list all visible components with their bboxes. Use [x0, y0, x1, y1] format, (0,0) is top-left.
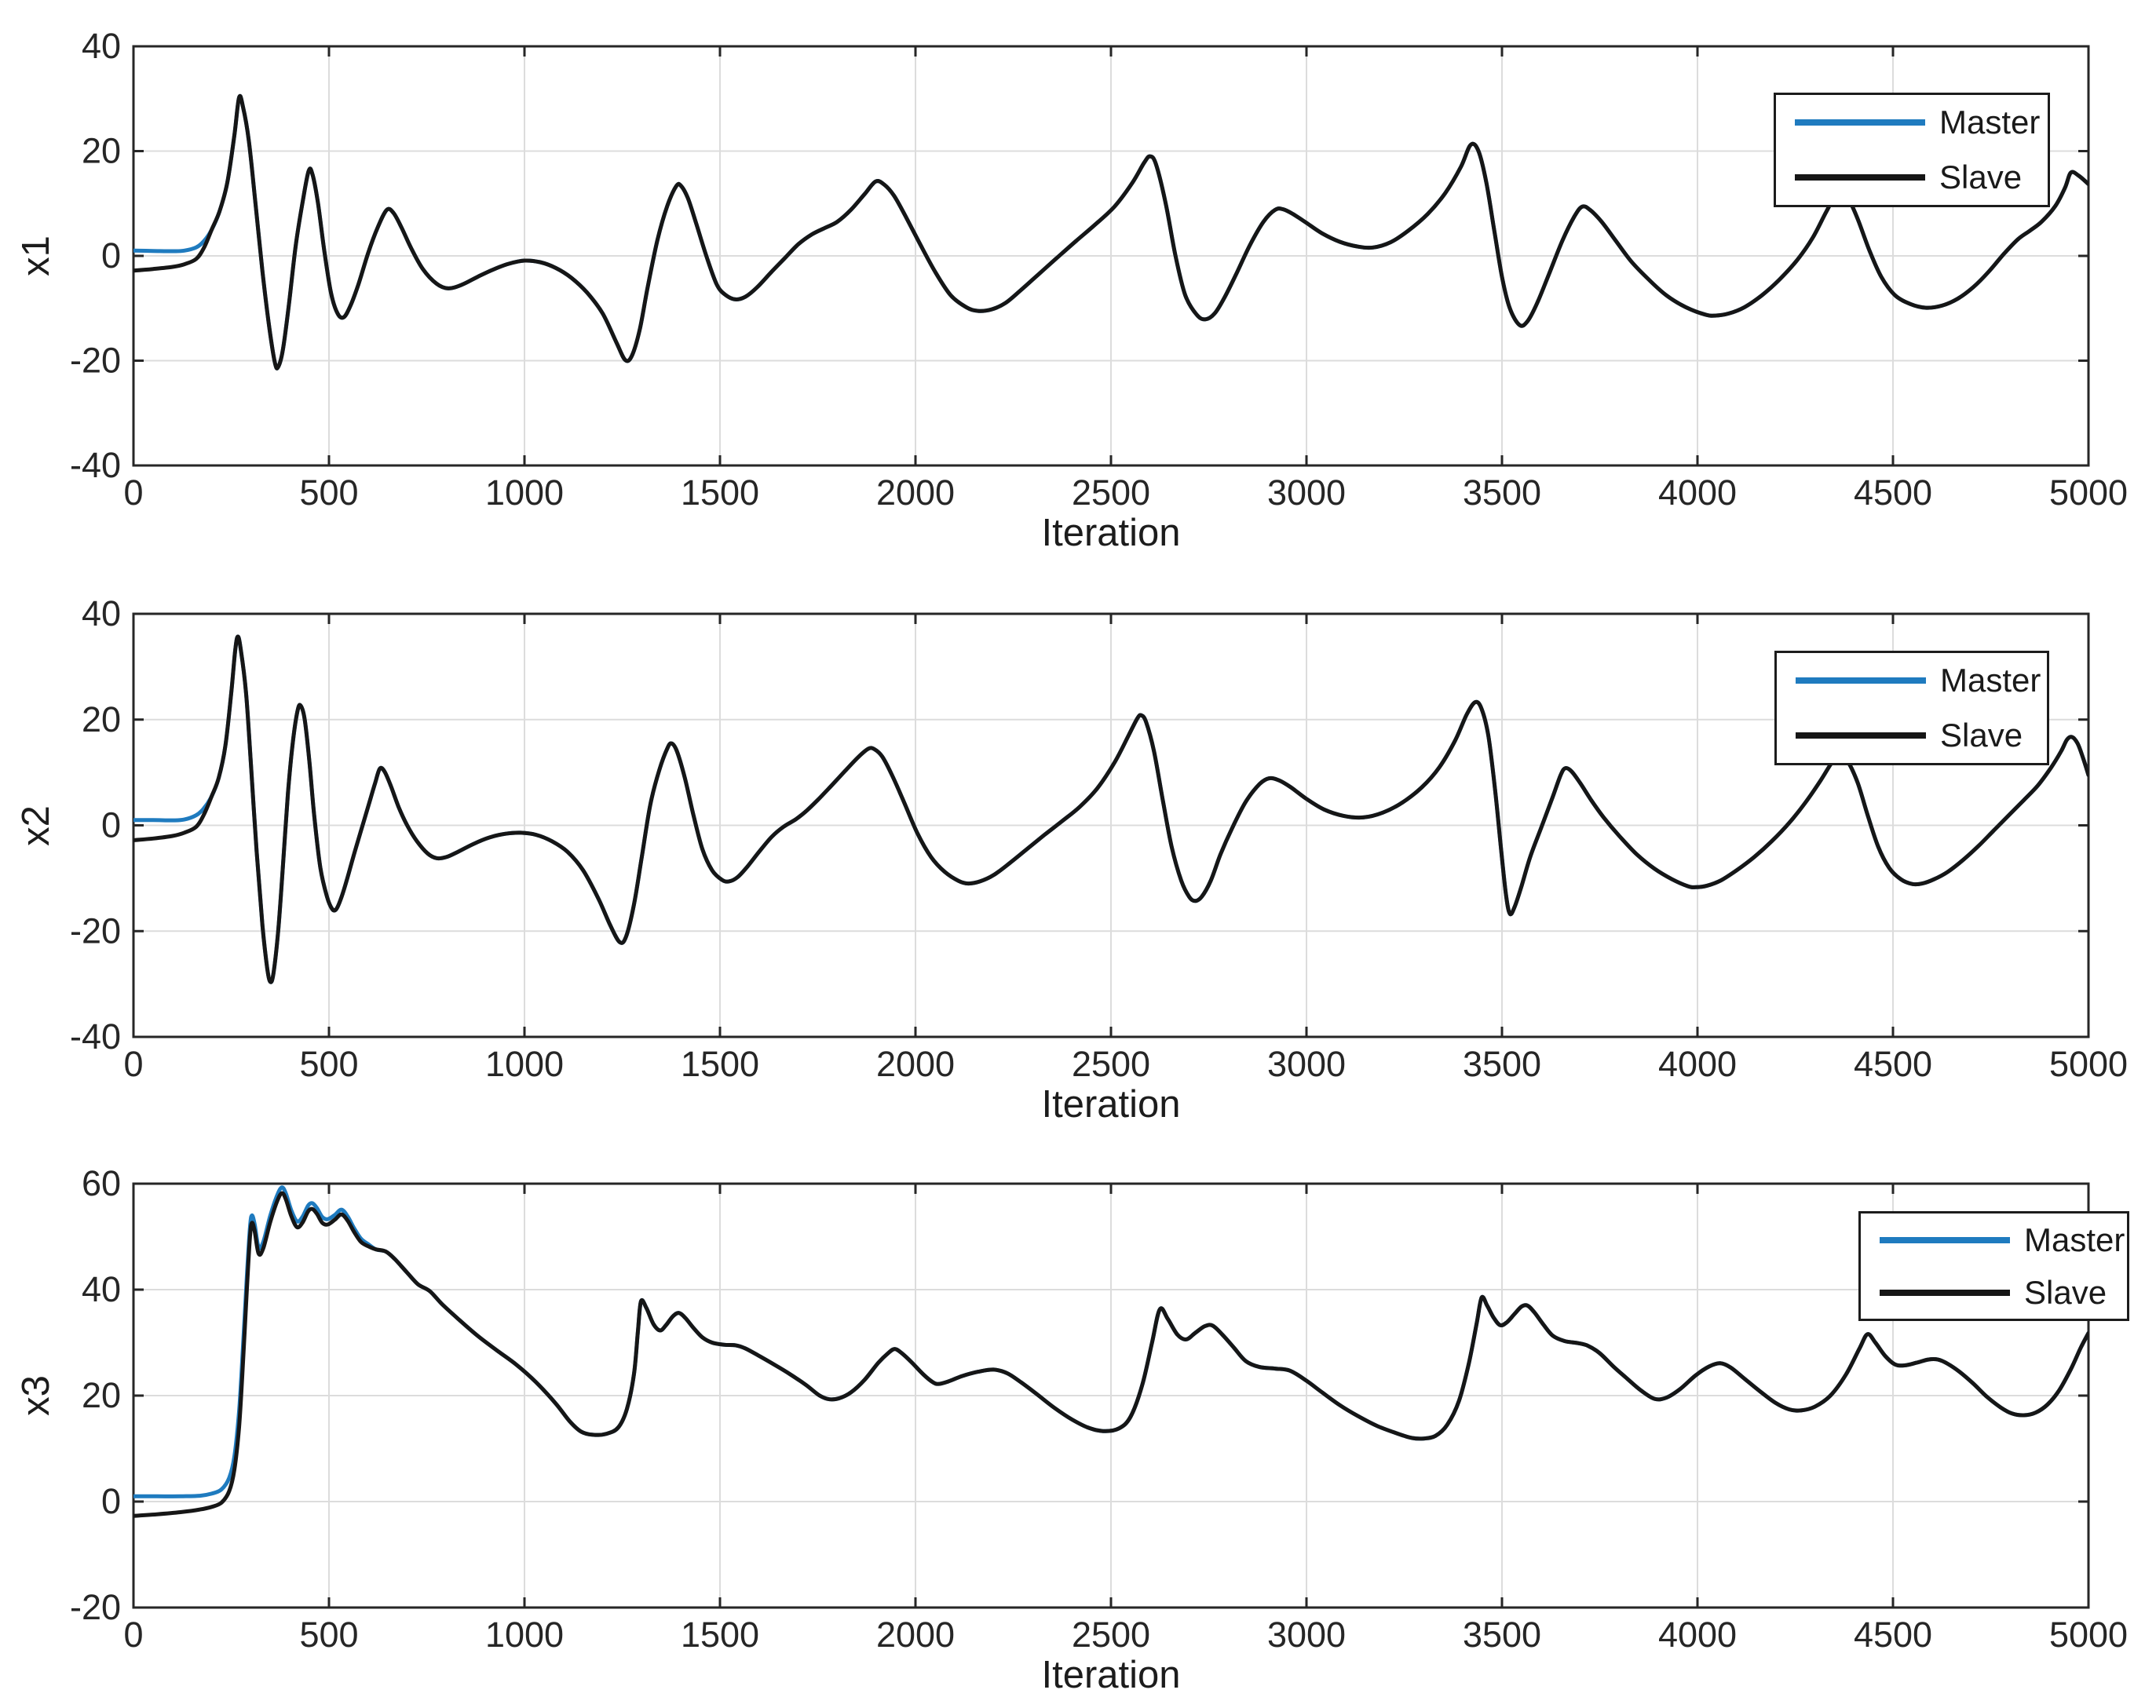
x-tick-label: 3500 [1463, 1615, 1541, 1655]
legend-item-slave: Slave [1861, 1266, 2127, 1319]
x-tick-label: 1500 [681, 1615, 759, 1655]
y-tick-label: -40 [70, 445, 121, 485]
x-tick-label: 0 [123, 473, 143, 513]
slave-line-swatch [1796, 732, 1926, 739]
subplot-x2: 0 500 1000 1500 2000 2500 3000 3500 4000 4500 5000… [0, 568, 2156, 1137]
legend-label-slave: Slave [1940, 717, 2023, 754]
y-tick-label: -20 [70, 1587, 121, 1627]
master-line-swatch [1796, 677, 1926, 684]
x-tick-label: 2500 [1072, 1044, 1150, 1084]
master-line-swatch [1880, 1236, 2010, 1243]
legend-x3: Master Slave [1858, 1211, 2129, 1321]
x-tick-label: 2000 [876, 1615, 955, 1655]
x-tick-label: 5000 [2049, 1044, 2128, 1084]
slave-line-swatch [1795, 174, 1925, 181]
legend-x2: Master Slave [1774, 651, 2049, 765]
x-tick-label: 3500 [1463, 1044, 1541, 1084]
x-tick-label: 2000 [876, 473, 955, 513]
y-axis-label-x2: x2 [15, 805, 57, 846]
x-tick-label: 1500 [681, 473, 759, 513]
x-tick-label: 500 [299, 1615, 358, 1655]
legend-label-master: Master [2024, 1221, 2125, 1258]
x-tick-label: 5000 [2049, 1615, 2128, 1655]
legend-label-master: Master [1940, 662, 2041, 699]
x-tick-label: 3000 [1267, 473, 1346, 513]
y-axis-label-x3: x3 [15, 1375, 57, 1416]
x-tick-label: 4500 [1854, 1044, 1932, 1084]
slave-line-swatch [1880, 1289, 2010, 1296]
x-tick-label: 4500 [1854, 1615, 1932, 1655]
x-axis-label-x3: Iteration [1041, 1654, 1181, 1696]
x-tick-label: 0 [123, 1044, 143, 1084]
legend-item-master: Master [1777, 653, 2047, 708]
x-tick-label: 3000 [1267, 1044, 1346, 1084]
x-tick-label: 4000 [1658, 1615, 1737, 1655]
y-tick-label: 40 [82, 1269, 121, 1309]
legend-item-master: Master [1776, 95, 2048, 150]
y-tick-label: 60 [82, 1163, 121, 1203]
y-tick-label: 40 [82, 26, 121, 66]
x-tick-label: 2500 [1072, 473, 1150, 513]
subplot-x1: 0 500 1000 1500 2000 2500 3000 3500 4000 4500 5000… [0, 0, 2156, 568]
x-tick-label: 2000 [876, 1044, 955, 1084]
plot-area-x2: 0 500 1000 1500 2000 2500 3000 3500 4000 4500 5000… [70, 593, 2128, 1084]
legend-label-slave: Slave [1939, 159, 2023, 195]
y-tick-label: 40 [82, 593, 121, 633]
y-tick-label: -20 [70, 911, 121, 951]
y-tick-label: -20 [70, 341, 121, 381]
x-tick-label: 0 [123, 1615, 143, 1655]
x-tick-label: 1000 [485, 473, 564, 513]
master-line-swatch [1795, 119, 1925, 126]
y-tick-label: 0 [101, 1481, 121, 1521]
x-tick-label: 4000 [1658, 473, 1737, 513]
y-tick-label: 20 [82, 1375, 121, 1415]
x-axis-label-x1: Iteration [1041, 512, 1181, 554]
x-axis-label-x2: Iteration [1041, 1083, 1181, 1126]
x-tick-label: 500 [299, 1044, 358, 1084]
y-tick-label: 0 [101, 805, 121, 845]
y-axis-label-x1: x1 [15, 235, 57, 276]
legend-item-slave: Slave [1777, 708, 2047, 763]
y-tick-label: 0 [101, 235, 121, 276]
y-tick-label: 20 [82, 699, 121, 739]
y-tick-label: -40 [70, 1016, 121, 1057]
y-tick-label: 20 [82, 131, 121, 171]
x-tick-label: 3000 [1267, 1615, 1346, 1655]
x-tick-label: 1500 [681, 1044, 759, 1084]
legend-item-master: Master [1861, 1213, 2127, 1266]
x-tick-label: 3500 [1463, 473, 1541, 513]
x-tick-label: 2500 [1072, 1615, 1150, 1655]
legend-label-master: Master [1939, 104, 2041, 141]
plot-area-x1: 0 500 1000 1500 2000 2500 3000 3500 4000 4500 5000… [70, 26, 2128, 513]
x-tick-label: 4500 [1854, 473, 1932, 513]
slave-series-line [133, 634, 2088, 984]
slave-series-line [133, 1191, 2088, 1518]
legend-x1: Master Slave [1774, 93, 2050, 207]
x-tick-label: 1000 [485, 1044, 564, 1084]
plot-area-x3: 0 500 1000 1500 2000 2500 3000 3500 4000 4500 5000… [70, 1163, 2128, 1655]
slave-series-line [133, 93, 2088, 370]
subplot-x3: 0 500 1000 1500 2000 2500 3000 3500 4000 4500 5000… [0, 1137, 2156, 1708]
x-tick-label: 500 [299, 473, 358, 513]
legend-item-slave: Slave [1776, 150, 2048, 205]
x-tick-label: 4000 [1658, 1044, 1737, 1084]
x-tick-label: 1000 [485, 1615, 564, 1655]
x-tick-label: 5000 [2049, 473, 2128, 513]
legend-label-slave: Slave [2024, 1273, 2107, 1311]
